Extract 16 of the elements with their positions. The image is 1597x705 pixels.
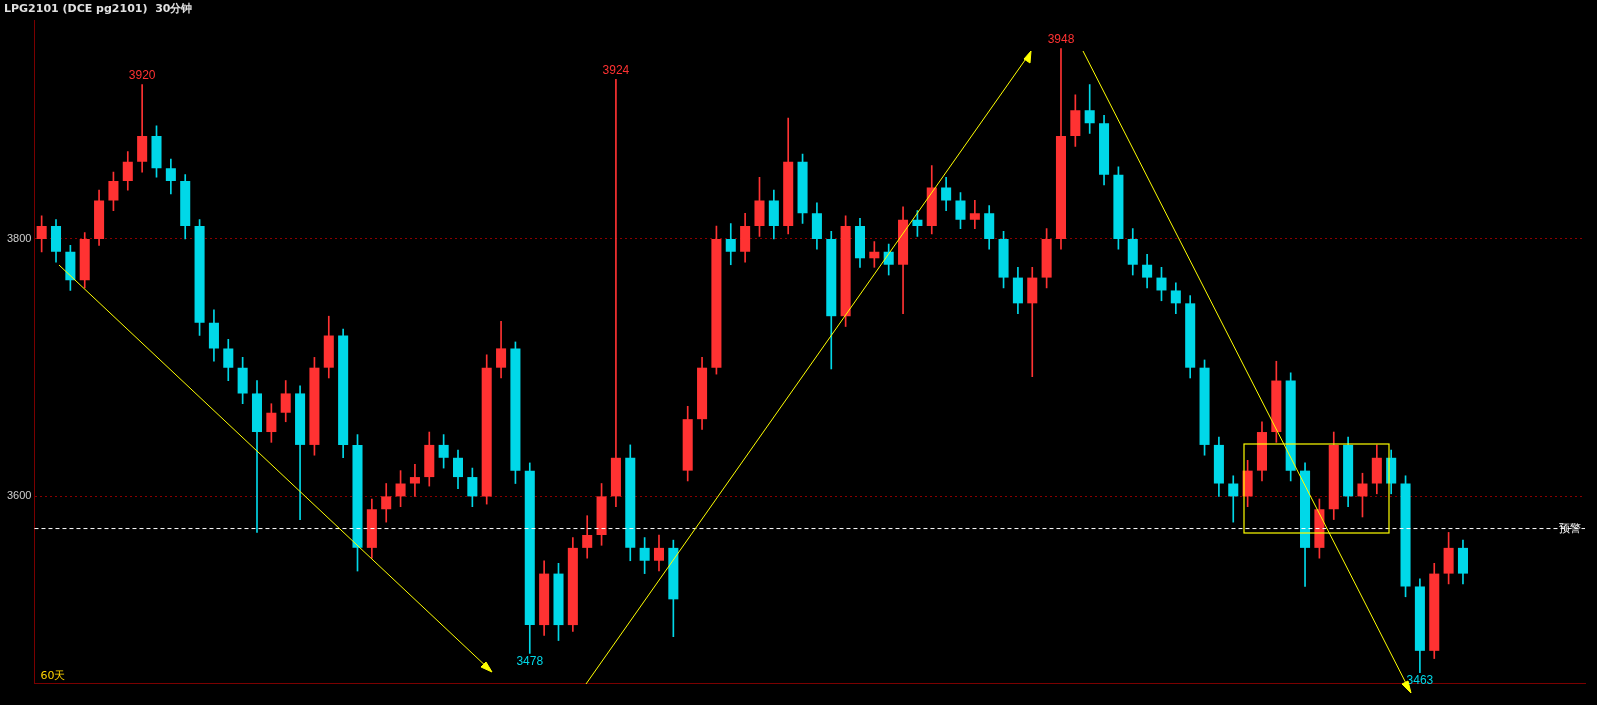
y-tick-label: 3800	[6, 232, 32, 245]
candlestick	[969, 200, 980, 230]
candlestick	[1228, 475, 1239, 523]
annotation: 3924	[602, 62, 630, 77]
ref-line-label: 预警	[1559, 521, 1581, 535]
chart-title: LPG2101 (DCE pg2101) 30分钟	[4, 2, 193, 16]
candlestick	[409, 463, 420, 497]
annotation: 3920	[128, 67, 156, 82]
annotation: 3478	[516, 653, 544, 668]
annotation: 60天	[40, 669, 66, 683]
candlestick	[610, 79, 621, 508]
candlestick	[1084, 84, 1095, 134]
annotation: 3463	[1406, 673, 1434, 688]
annotation: 3948	[1047, 31, 1075, 46]
candlestick	[1027, 266, 1038, 378]
y-tick-label: 3600	[6, 489, 32, 502]
